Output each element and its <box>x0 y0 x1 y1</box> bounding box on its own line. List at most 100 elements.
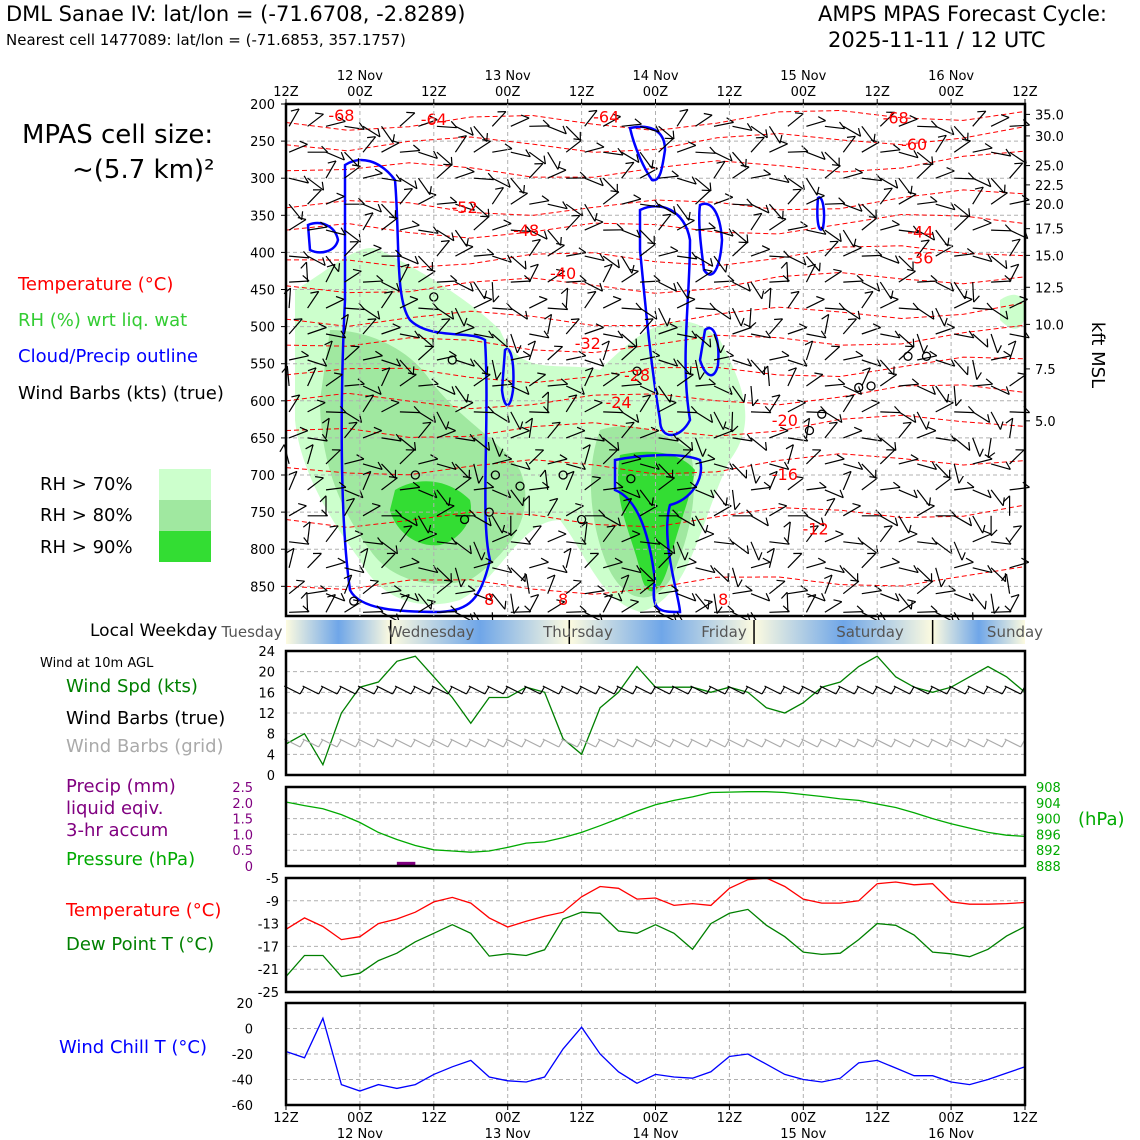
wind-barb <box>510 593 515 614</box>
wind-barb-feather <box>710 258 714 267</box>
wind-barb-feather <box>684 552 689 561</box>
chill-tick-label: 20 <box>236 997 253 1012</box>
wind-barb-feather <box>966 248 975 255</box>
wind-barb <box>362 385 382 395</box>
wind-barb <box>621 229 641 239</box>
wind-barb-feather <box>322 358 328 367</box>
wind-barb <box>676 449 692 465</box>
surface-barb <box>948 738 966 748</box>
wind-barb <box>750 359 765 376</box>
wind-barb <box>787 150 808 153</box>
wind-barb <box>676 177 697 185</box>
wind-barb-feather <box>888 372 897 376</box>
wind-barb <box>824 229 842 243</box>
wind-barb-feather <box>758 552 763 561</box>
wind-barb-feather <box>691 592 697 602</box>
wind-barb <box>491 111 507 127</box>
wind-barb <box>602 449 618 465</box>
wind-barb <box>547 422 561 439</box>
wind-barb-feather <box>469 545 472 554</box>
calm-circle <box>632 366 642 376</box>
wind-barb <box>676 109 689 127</box>
wind-barb-feather <box>927 426 937 432</box>
wind-barb <box>713 280 735 283</box>
wind-barb <box>344 533 364 543</box>
wind-barb-feather <box>671 585 679 592</box>
wind-barb-feather <box>824 574 833 580</box>
wind-barb <box>602 177 618 193</box>
wind-barb <box>676 298 696 309</box>
wind-barb <box>288 318 303 335</box>
surface-barb <box>912 685 929 695</box>
surface-barb <box>801 738 818 748</box>
wind-barb <box>713 505 732 517</box>
wind-barb <box>694 437 704 457</box>
wind-barb <box>861 141 880 153</box>
wind-barb <box>861 203 877 219</box>
precip-panel-frame <box>284 785 1027 868</box>
surface-barb <box>597 685 615 695</box>
wind-barb <box>565 139 583 153</box>
kft-tick-label: 25.0 <box>1035 160 1064 175</box>
wind-barb-feather <box>798 323 808 329</box>
wind-barb <box>695 255 714 267</box>
wind-barb <box>325 411 347 414</box>
wind-barb-feather <box>599 282 604 292</box>
wind-barb <box>695 533 715 543</box>
wind-barb <box>842 229 855 248</box>
wind-barb <box>529 229 548 240</box>
wind-barb-feather <box>340 151 345 161</box>
wind-barb <box>584 477 602 491</box>
wind-barb <box>861 541 879 555</box>
rh-shading <box>1000 294 1025 329</box>
wind-barb <box>694 515 707 534</box>
wind-barb <box>879 187 893 205</box>
wind-barb-feather <box>930 605 938 613</box>
wind-barb <box>990 192 1008 205</box>
wind-barb <box>805 177 818 196</box>
wind-barb-feather <box>961 552 966 561</box>
wind-barb <box>787 255 807 266</box>
wind-barb-feather <box>746 433 753 442</box>
legend-rh80-label: RH > 80% <box>40 505 133 526</box>
wind-barb <box>953 385 957 406</box>
cloud-outline <box>816 196 826 231</box>
wind-barb <box>473 486 494 491</box>
wind-barb-feather <box>795 476 804 479</box>
wind-barb-feather <box>743 323 752 329</box>
surface-barb <box>838 685 855 695</box>
wind-barb-feather <box>562 201 568 210</box>
wind-barb <box>879 525 893 543</box>
wind-barb-feather <box>821 313 830 320</box>
wind-barb <box>362 318 377 335</box>
wind-barb <box>935 567 942 588</box>
wind-barb <box>898 601 917 613</box>
wind-barb <box>621 489 641 499</box>
wind-barb <box>399 224 420 231</box>
wind-barb-feather <box>558 530 567 535</box>
wind-barb <box>954 253 975 257</box>
surface-barb-feather <box>558 686 564 695</box>
wind-barb <box>362 247 382 257</box>
wind-barb-feather <box>291 394 300 398</box>
wind-barb-feather <box>847 318 857 321</box>
wind-barb <box>732 359 752 367</box>
wind-barb-feather <box>769 470 778 476</box>
surface-barb <box>875 738 892 748</box>
wind-barb <box>806 333 827 339</box>
wind-barb <box>344 151 359 168</box>
wind-barb <box>954 561 974 569</box>
wind-barb <box>750 125 768 139</box>
wind-barb <box>898 422 912 439</box>
top-hour-label: 12Z <box>864 85 890 100</box>
wind-barb-feather <box>853 238 857 248</box>
wind-barb <box>935 307 946 327</box>
wind-barb-feather <box>305 444 314 450</box>
wind-barb <box>325 340 333 361</box>
wind-barb <box>861 281 880 292</box>
wind-barb <box>677 255 697 260</box>
surface-barb <box>856 685 874 695</box>
wind-barb-feather <box>440 240 450 243</box>
wind-barb <box>602 525 616 543</box>
wind-barb <box>436 611 457 613</box>
